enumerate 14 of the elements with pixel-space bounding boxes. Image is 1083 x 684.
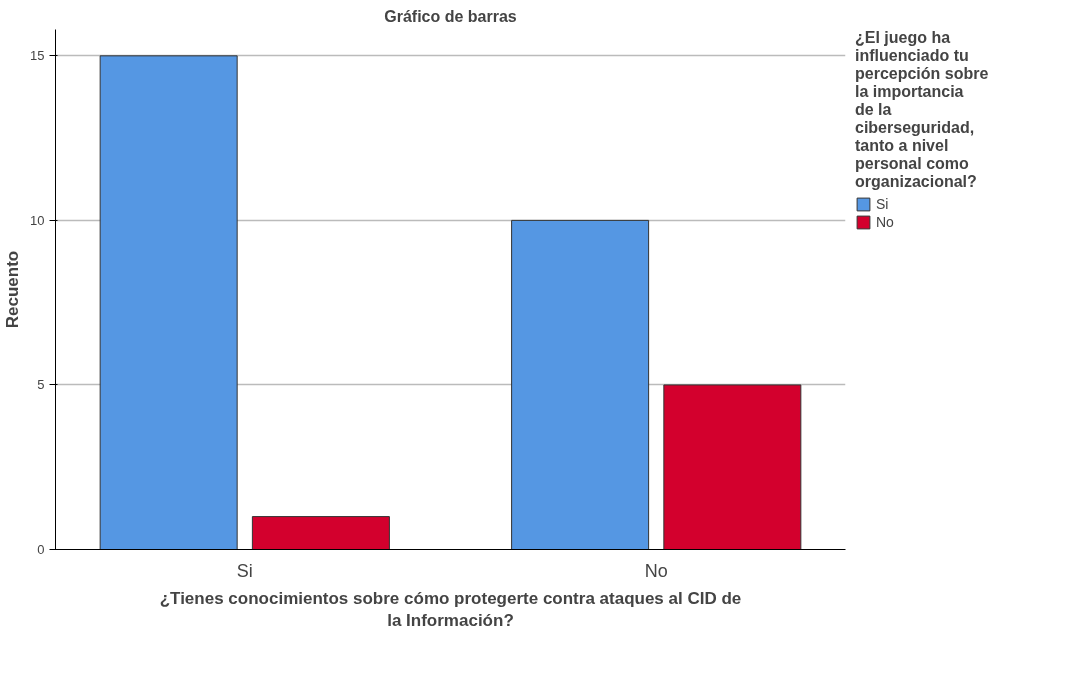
y-axis-title: Recuento bbox=[3, 250, 23, 329]
bar bbox=[663, 384, 802, 550]
bar bbox=[99, 55, 238, 550]
y-tick-label: 15 bbox=[30, 48, 45, 64]
chart-title: Gráfico de barras bbox=[384, 7, 517, 25]
x-axis-title: ¿Tienes conocimientos sobre cómo protegerte contra ataques al CID de la Información? bbox=[159, 588, 742, 631]
y-tick-label: 0 bbox=[37, 542, 45, 557]
y-tick-label: 5 bbox=[37, 377, 45, 393]
text: ¿El juego ha influenciado tu percepción sobre la importancia de la ciberseguridad, tanto a nivel personal como organizacional? bbox=[855, 29, 989, 190]
bar bbox=[511, 219, 650, 550]
legend-label: Si bbox=[876, 196, 890, 212]
legend-label: No bbox=[876, 214, 895, 230]
bar bbox=[251, 516, 390, 550]
y-tick-label: 10 bbox=[30, 212, 45, 228]
